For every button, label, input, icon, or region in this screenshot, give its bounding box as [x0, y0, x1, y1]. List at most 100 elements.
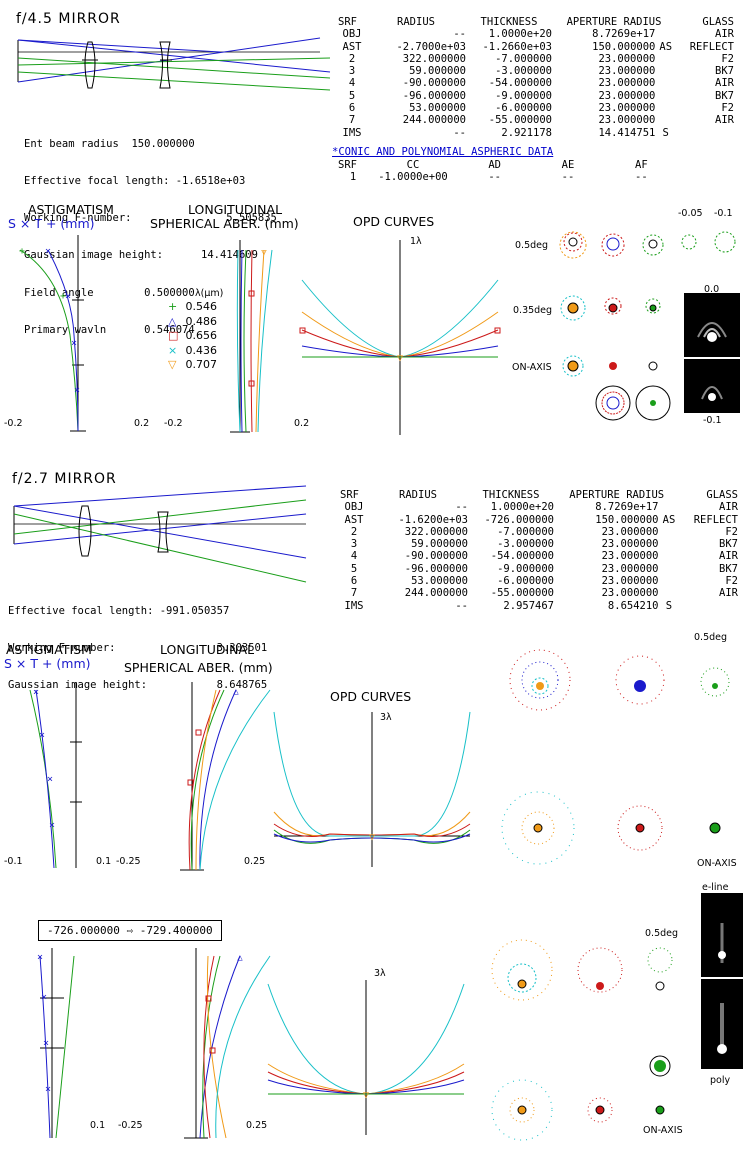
table-row: OBJ -- 1.0000e+20 8.7269e+17 AIR — [338, 28, 734, 40]
legend-symbol-icon: + — [168, 300, 178, 313]
conic-data-link[interactable]: *CONIC AND POLYNOMIAL ASPHERIC DATA — [332, 146, 554, 158]
table-row: 2 322.000000 -7.000000 23.000000 F2 — [338, 53, 734, 65]
spec-line: Primary wavln 0.546074 — [24, 323, 195, 336]
table-cell: 6 — [350, 575, 358, 588]
table-cell: -- — [453, 126, 466, 139]
table-cell — [655, 114, 676, 126]
long-subtitle: SPHERICAL ABER. (mm) — [150, 216, 299, 231]
section1-opd-plot: ▽ — [299, 240, 501, 435]
legend-label: 0.436 — [185, 343, 218, 357]
svg-text:×: × — [33, 687, 39, 698]
table-cell: AIR — [719, 587, 738, 600]
table-cell: 23.000000 — [598, 52, 656, 65]
table-cell: 8.654210 — [607, 599, 659, 612]
svg-text:×: × — [47, 774, 53, 785]
table-row: 7 244.000000 -55.000000 23.000000 AIR — [340, 587, 738, 599]
table-cell: 1.0000e+20 — [488, 28, 552, 41]
astig-title: ASTIGMATISM — [6, 642, 92, 657]
table-cell: F2 — [725, 575, 738, 588]
section3-psf-images — [701, 893, 743, 1069]
table-cell: F2 — [721, 102, 734, 115]
table-cell — [655, 90, 676, 102]
table-cell: 6 — [348, 102, 356, 115]
long-tick-min: -0.25 — [118, 1120, 143, 1131]
table-cell: AIR — [719, 550, 738, 563]
table-cell: AS — [662, 513, 676, 526]
section2-longitudinal-plot: △ — [180, 682, 271, 871]
section2-specs: Effective focal length: -991.050357 Work… — [8, 580, 267, 704]
table-cell: 53.000000 — [409, 102, 466, 115]
long-title: LONGITUDINAL — [188, 202, 283, 217]
svg-text:▽: ▽ — [369, 832, 375, 843]
opd-scale: 3λ — [380, 712, 392, 723]
spec-line: Field angle 0.500000 — [24, 286, 195, 299]
section1-prescription-table: SRF RADIUS THICKNESS APERTURE RADIUS GLA… — [338, 16, 734, 139]
section2-layout-diagram — [13, 485, 307, 583]
table-cell: 7 — [350, 587, 358, 600]
long-tick-min: -0.25 — [116, 856, 141, 867]
opd-scale: 1λ — [410, 236, 422, 247]
section2-opd-plot: ▽ — [273, 711, 471, 867]
spot-label-05deg: 0.5deg — [515, 240, 549, 251]
table-cell: 23.000000 — [598, 102, 656, 115]
legend-item: × 0.436 — [168, 344, 217, 359]
table-row: AST -1.6200e+03 -726.000000 150.000000 AS REF… — [340, 514, 738, 526]
table-cell: -- — [455, 599, 468, 612]
table-cell: IMS — [344, 599, 364, 612]
table-cell: -6.000000 — [497, 575, 554, 588]
svg-text:×: × — [41, 992, 47, 1003]
table-cell: 23.000000 — [598, 65, 656, 78]
wavelength-legend: + 0.546 △ 0.486 □ 0.656 × 0.436 ▽ 0.707 — [168, 300, 217, 373]
table-cell: 59.000000 — [411, 538, 468, 551]
svg-text:×: × — [71, 338, 77, 349]
opd-title: OPD CURVES — [330, 689, 412, 704]
svg-text:×: × — [49, 820, 55, 831]
astig-tick-max: 0.2 — [134, 418, 150, 429]
psf-label-bottom: -0.1 — [703, 415, 722, 426]
table-cell — [659, 563, 680, 575]
section1-title: f/4.5 MIRROR — [16, 11, 121, 27]
table-cell: 3 — [348, 65, 356, 78]
psf-label-eline: e-line — [702, 882, 729, 893]
table-cell — [655, 53, 676, 65]
table-cell: OBJ — [342, 28, 362, 41]
arrow-right-icon: ⇨ — [126, 924, 134, 937]
table-cell: 23.000000 — [601, 550, 659, 563]
spot-label-onaxis: ON-AXIS — [512, 362, 552, 373]
legend-item: + 0.546 — [168, 300, 217, 315]
svg-text:▽: ▽ — [261, 248, 267, 258]
spot-label-05deg: 0.5deg — [645, 928, 679, 939]
table-row: 3 59.000000 -3.000000 23.000000 BK7 — [338, 65, 734, 77]
table-cell: BK7 — [719, 538, 738, 551]
table-cell — [659, 501, 680, 513]
spot-label-035deg: 0.35deg — [513, 305, 553, 316]
section1-astig-plot: + + × × × × — [19, 235, 86, 432]
table-cell: AIR — [715, 28, 734, 41]
long-title: LONGITUDINAL — [160, 642, 255, 657]
table-row: 5 -96.000000 -9.000000 23.000000 BK7 — [340, 563, 738, 575]
table-cell: F2 — [725, 525, 738, 538]
spec-line: Gaussian image height: 8.648765 — [8, 679, 268, 692]
table-row: AST -2.7000e+03 -1.2660e+03 150.000000 AS REF… — [338, 41, 734, 53]
table-cell — [659, 587, 680, 599]
table-cell: BK7 — [719, 562, 738, 575]
table-cell: 150.000000 — [595, 513, 659, 526]
table-cell: -2.7000e+03 — [396, 40, 466, 53]
table-cell: IMS — [342, 126, 362, 139]
table-cell: 2 — [350, 525, 358, 538]
table-row: 4 -90.000000 -54.000000 23.000000 AIR — [340, 550, 738, 562]
table-cell: 2.957467 — [503, 599, 554, 612]
svg-text:△: △ — [233, 687, 239, 697]
table-cell: AIR — [715, 114, 734, 127]
psf-label-top: 0.0 — [704, 284, 720, 295]
table-cell: 23.000000 — [601, 587, 659, 600]
table-cell: AIR — [715, 77, 734, 90]
astig-tick-max: 0.1 — [90, 1120, 106, 1131]
table-cell: -7.000000 — [497, 525, 554, 538]
table-row: 2 322.000000 -7.000000 23.000000 F2 — [340, 526, 738, 538]
table-cell: -726.000000 — [484, 513, 554, 526]
table-cell: BK7 — [715, 65, 734, 78]
table-cell: 5 — [348, 89, 356, 102]
long-tick-min: -0.2 — [164, 418, 183, 429]
table-cell: OBJ — [344, 501, 364, 514]
